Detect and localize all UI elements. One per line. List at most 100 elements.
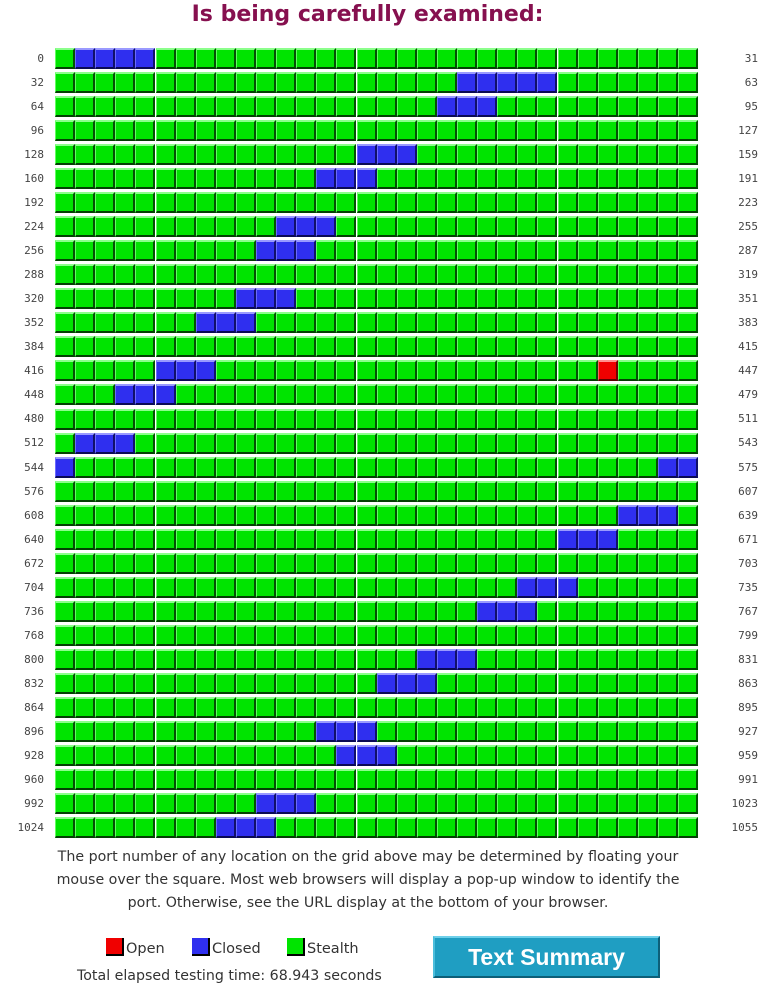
port-cell-stealth[interactable]: [256, 504, 276, 526]
port-cell-stealth[interactable]: [256, 360, 276, 382]
port-cell-stealth[interactable]: [75, 360, 96, 382]
port-cell-stealth[interactable]: [557, 120, 578, 142]
port-cell-stealth[interactable]: [658, 768, 678, 790]
port-cell-stealth[interactable]: [115, 648, 136, 670]
port-cell-stealth[interactable]: [336, 192, 357, 214]
port-cell-stealth[interactable]: [55, 168, 75, 190]
port-cell-stealth[interactable]: [296, 432, 317, 454]
port-cell-stealth[interactable]: [155, 528, 176, 550]
port-cell-stealth[interactable]: [577, 240, 598, 262]
port-cell-stealth[interactable]: [637, 817, 658, 838]
port-cell-stealth[interactable]: [155, 168, 176, 190]
port-cell-stealth[interactable]: [95, 624, 116, 646]
port-cell-stealth[interactable]: [235, 360, 256, 382]
port-cell-stealth[interactable]: [276, 72, 297, 93]
port-cell-stealth[interactable]: [55, 264, 75, 286]
port-cell-closed[interactable]: [115, 48, 136, 69]
port-cell-stealth[interactable]: [537, 240, 558, 262]
port-cell-stealth[interactable]: [517, 672, 538, 694]
port-cell-stealth[interactable]: [577, 408, 598, 430]
port-cell-stealth[interactable]: [457, 120, 477, 142]
port-cell-stealth[interactable]: [457, 456, 477, 478]
port-cell-stealth[interactable]: [336, 120, 357, 142]
port-cell-stealth[interactable]: [356, 312, 377, 334]
port-cell-stealth[interactable]: [577, 432, 598, 454]
port-cell-closed[interactable]: [396, 144, 417, 166]
port-cell-stealth[interactable]: [296, 552, 317, 574]
port-cell-stealth[interactable]: [316, 360, 337, 382]
port-cell-stealth[interactable]: [235, 144, 256, 166]
port-cell-stealth[interactable]: [497, 216, 518, 238]
port-cell-stealth[interactable]: [95, 384, 116, 406]
port-cell-stealth[interactable]: [235, 720, 256, 742]
port-cell-stealth[interactable]: [296, 312, 317, 334]
port-cell-stealth[interactable]: [215, 768, 236, 790]
port-cell-stealth[interactable]: [215, 408, 236, 430]
port-cell-stealth[interactable]: [75, 768, 96, 790]
port-cell-stealth[interactable]: [135, 696, 156, 718]
port-cell-stealth[interactable]: [416, 552, 437, 574]
port-cell-stealth[interactable]: [336, 624, 357, 646]
port-cell-stealth[interactable]: [235, 768, 256, 790]
port-cell-stealth[interactable]: [155, 768, 176, 790]
port-cell-stealth[interactable]: [155, 696, 176, 718]
port-cell-stealth[interactable]: [477, 480, 498, 502]
port-cell-stealth[interactable]: [155, 72, 176, 93]
port-cell-closed[interactable]: [316, 720, 337, 742]
port-cell-stealth[interactable]: [678, 432, 699, 454]
port-cell-closed[interactable]: [356, 744, 377, 766]
port-cell-closed[interactable]: [316, 216, 337, 238]
port-cell-stealth[interactable]: [597, 624, 618, 646]
port-cell-stealth[interactable]: [537, 264, 558, 286]
port-cell-stealth[interactable]: [235, 672, 256, 694]
port-cell-stealth[interactable]: [637, 408, 658, 430]
port-cell-stealth[interactable]: [396, 768, 417, 790]
port-cell-stealth[interactable]: [95, 480, 116, 502]
port-cell-stealth[interactable]: [175, 672, 196, 694]
port-cell-stealth[interactable]: [235, 696, 256, 718]
port-cell-stealth[interactable]: [557, 72, 578, 93]
port-cell-stealth[interactable]: [256, 336, 276, 358]
port-cell-stealth[interactable]: [276, 480, 297, 502]
port-cell-stealth[interactable]: [617, 144, 638, 166]
port-cell-closed[interactable]: [436, 96, 457, 118]
port-cell-stealth[interactable]: [678, 720, 699, 742]
port-cell-stealth[interactable]: [577, 792, 598, 814]
port-cell-stealth[interactable]: [577, 744, 598, 766]
port-cell-stealth[interactable]: [356, 528, 377, 550]
port-cell-stealth[interactable]: [617, 576, 638, 598]
port-cell-stealth[interactable]: [416, 480, 437, 502]
port-cell-stealth[interactable]: [115, 456, 136, 478]
port-cell-stealth[interactable]: [215, 648, 236, 670]
port-cell-stealth[interactable]: [155, 624, 176, 646]
port-cell-stealth[interactable]: [195, 792, 216, 814]
port-cell-stealth[interactable]: [557, 384, 578, 406]
port-cell-stealth[interactable]: [617, 72, 638, 93]
port-cell-stealth[interactable]: [577, 576, 598, 598]
port-cell-stealth[interactable]: [316, 600, 337, 622]
port-cell-stealth[interactable]: [256, 528, 276, 550]
port-cell-stealth[interactable]: [296, 504, 317, 526]
port-cell-stealth[interactable]: [276, 624, 297, 646]
port-cell-stealth[interactable]: [276, 648, 297, 670]
port-cell-stealth[interactable]: [336, 480, 357, 502]
port-cell-stealth[interactable]: [75, 264, 96, 286]
port-cell-stealth[interactable]: [135, 264, 156, 286]
port-cell-stealth[interactable]: [457, 336, 477, 358]
port-cell-stealth[interactable]: [75, 120, 96, 142]
port-cell-stealth[interactable]: [296, 48, 317, 69]
port-cell-stealth[interactable]: [296, 336, 317, 358]
port-cell-stealth[interactable]: [396, 96, 417, 118]
port-cell-stealth[interactable]: [235, 240, 256, 262]
port-cell-stealth[interactable]: [175, 624, 196, 646]
port-cell-stealth[interactable]: [457, 360, 477, 382]
port-cell-stealth[interactable]: [416, 576, 437, 598]
port-cell-stealth[interactable]: [215, 72, 236, 93]
port-cell-stealth[interactable]: [497, 48, 518, 69]
port-cell-stealth[interactable]: [416, 72, 437, 93]
port-cell-stealth[interactable]: [115, 720, 136, 742]
port-cell-stealth[interactable]: [497, 720, 518, 742]
port-cell-stealth[interactable]: [336, 288, 357, 310]
port-cell-stealth[interactable]: [75, 817, 96, 838]
port-cell-stealth[interactable]: [637, 48, 658, 69]
